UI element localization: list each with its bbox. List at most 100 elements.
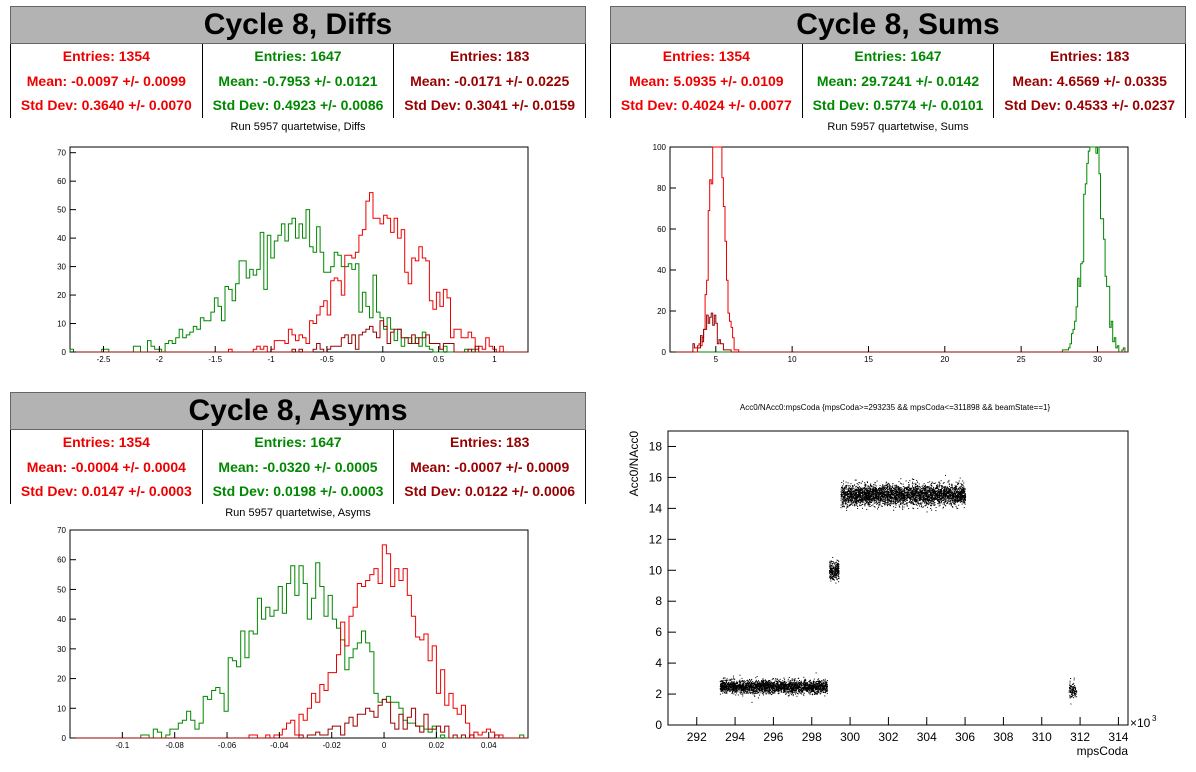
scatter-point (785, 689, 787, 691)
stat-entries: Entries: 1354 (62, 434, 150, 450)
scatter-point (939, 481, 940, 483)
scatter-point (757, 697, 759, 699)
scatter-point (772, 677, 774, 679)
scatter-point (879, 504, 881, 506)
scatter-point (799, 686, 801, 688)
scatter-point (775, 690, 777, 691)
scatter-point (906, 502, 907, 504)
scatter-point (863, 497, 865, 499)
scatter-point (821, 684, 823, 686)
scatter-point (905, 488, 907, 489)
scatter-point (786, 685, 788, 687)
scatter-point (793, 681, 795, 683)
scatter-point (782, 683, 784, 684)
scatter-point (919, 489, 921, 491)
scatter-point (952, 506, 953, 508)
scatter-point (780, 689, 782, 691)
scatter-point (810, 688, 812, 689)
scatter-point (825, 688, 827, 690)
scatter-point (751, 682, 753, 684)
scatter-point (774, 692, 776, 694)
scatter-point (762, 686, 764, 687)
scatter-point (725, 686, 727, 688)
y-tick-label: 50 (57, 206, 66, 215)
scatter-point (730, 684, 732, 686)
scatter-point (739, 691, 741, 693)
scatter-point (797, 693, 799, 695)
scatter-point (768, 680, 770, 681)
scatter-point (767, 684, 769, 686)
scatter-point (759, 688, 761, 690)
scatter-point (765, 688, 767, 690)
scatter-point (852, 486, 854, 488)
scatter-point (820, 690, 822, 692)
scatter-point (833, 561, 835, 563)
scatter-point (816, 687, 818, 689)
scatter-point (745, 683, 747, 684)
scatter-point (740, 689, 742, 691)
scatter-point (767, 687, 769, 689)
scatter-point (792, 688, 794, 690)
y-tick-label: 60 (57, 556, 66, 565)
scatter-point (814, 684, 816, 686)
scatter-point (917, 501, 919, 503)
scatter-point (759, 690, 761, 692)
scatter-point (863, 487, 865, 489)
scatter-point (939, 504, 941, 506)
scatter-point (893, 499, 894, 501)
scatter-point (732, 690, 734, 692)
x-tick-label: -0.5 (320, 355, 334, 364)
scatter-point (812, 684, 814, 686)
scatter-point (894, 502, 896, 504)
scatter-point (752, 692, 754, 694)
scatter-point (888, 498, 890, 500)
scatter-point (917, 495, 919, 497)
scatter-point (731, 685, 733, 686)
scatter-point (887, 499, 889, 501)
scatter-point (935, 510, 937, 512)
scatter-point (823, 689, 825, 691)
scatter-point (962, 484, 964, 486)
scatter-point (723, 688, 725, 690)
y-tick-label: 40 (57, 615, 66, 624)
scatter-point (789, 691, 791, 693)
scatter-point (723, 680, 724, 682)
scatter-point (870, 493, 872, 495)
scatter-point (884, 492, 886, 493)
scatter-point (835, 570, 837, 572)
scatter-point (720, 684, 722, 686)
scatter-point (929, 503, 931, 505)
scatter-point (902, 491, 904, 493)
scatter-point (921, 491, 922, 493)
scatter-point (959, 489, 961, 491)
scatter-point (943, 500, 945, 501)
scatter-point (737, 686, 739, 687)
scatter-point (838, 563, 840, 565)
scatter-point (837, 575, 839, 577)
scatter-point (841, 486, 843, 488)
scatter-point (761, 689, 763, 691)
scatter-point (889, 499, 890, 501)
scatter-point (958, 490, 960, 492)
scatter-point (770, 693, 772, 695)
scatter-point (762, 692, 764, 694)
scatter-point (820, 690, 822, 691)
scatter-point (773, 683, 775, 685)
scatter-point (818, 689, 820, 691)
scatter-point (898, 505, 900, 507)
scatter-point (732, 675, 734, 677)
scatter-point (834, 572, 836, 574)
scatter-point (845, 502, 847, 504)
asyms-stats-darkred: Entries: 183 Mean: -0.0007 +/- 0.0009 St… (394, 430, 585, 504)
scatter-point (937, 493, 938, 495)
scatter-point (722, 683, 724, 685)
scatter-point (764, 686, 766, 688)
scatter-point (809, 681, 811, 683)
scatter-point (831, 576, 833, 578)
scatter-point (838, 563, 839, 565)
scatter-point (835, 561, 837, 563)
scatter-point (787, 680, 789, 682)
scatter-point (868, 497, 870, 499)
x-tick-label: 0.04 (481, 741, 497, 750)
